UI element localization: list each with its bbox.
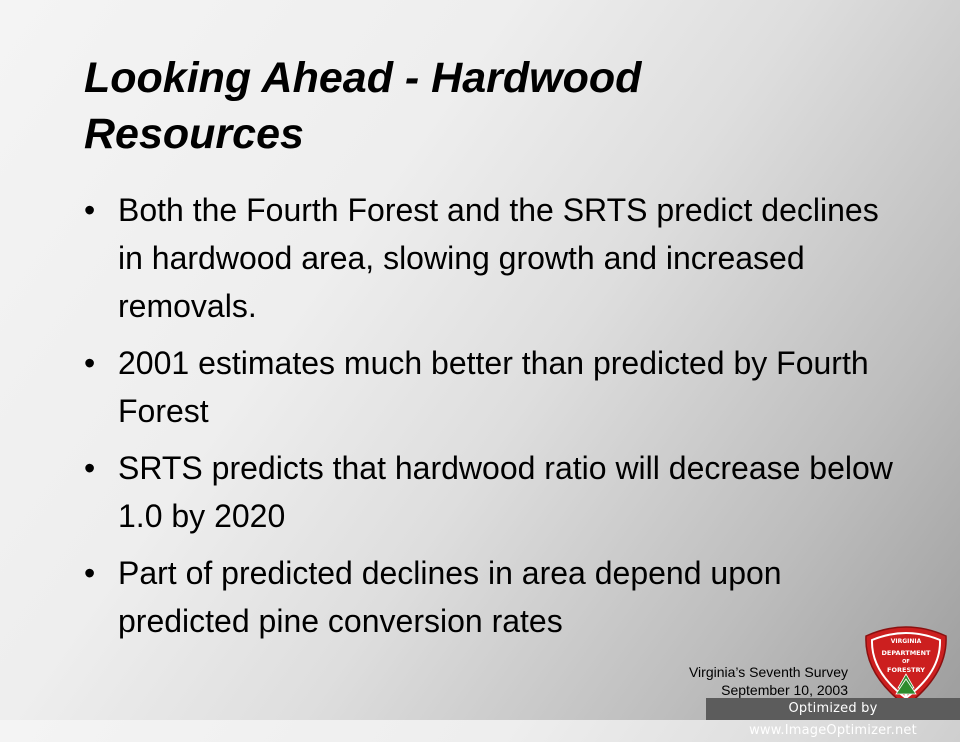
watermark-banner: Optimized by www.ImageOptimizer.net <box>706 698 960 738</box>
bullet-text: 2001 estimates much better than predicte… <box>118 345 869 429</box>
slide-title: Looking Ahead - Hardwood Resources <box>84 50 884 162</box>
slide-title-line-1: Looking Ahead - Hardwood <box>84 54 642 102</box>
bullet-item: • Part of predicted declines in area dep… <box>84 549 894 645</box>
logo-text-department: DEPARTMENT <box>882 649 932 657</box>
footer-date: September 10, 2003 <box>721 682 848 698</box>
department-of-forestry-logo: VIRGINIA DEPARTMENT OF FORESTRY <box>865 626 947 707</box>
footer-survey-name: Virginia’s Seventh Survey <box>688 664 848 680</box>
bullet-item: • SRTS predicts that hardwood ratio will… <box>84 444 894 540</box>
logo-shield-outer <box>865 626 947 707</box>
bullet-item: • Both the Fourth Forest and the SRTS pr… <box>84 186 894 330</box>
bullet-marker: • <box>84 555 96 591</box>
logo-text-of: OF <box>902 659 910 665</box>
bullet-text: Both the Fourth Forest and the SRTS pred… <box>118 192 879 324</box>
logo-shield-inner <box>870 632 942 700</box>
logo-text-virginia: VIRGINIA <box>891 638 922 645</box>
bullet-marker: • <box>84 192 96 228</box>
logo-text-forestry: FORESTRY <box>887 666 925 674</box>
bullet-text: SRTS predicts that hardwood ratio will d… <box>118 450 893 534</box>
slide: Looking Ahead - Hardwood Resources • Bot… <box>84 50 960 738</box>
bullet-marker: • <box>84 450 96 486</box>
bullet-marker: • <box>84 345 96 381</box>
bullet-text: Part of predicted declines in area depen… <box>118 555 782 639</box>
slide-title-line-2: Resources <box>84 110 304 158</box>
bullet-item: • 2001 estimates much better than predic… <box>84 339 894 435</box>
bullet-list: • Both the Fourth Forest and the SRTS pr… <box>84 186 894 654</box>
footer: Virginia’s Seventh Survey September 10, … <box>689 663 848 699</box>
tree-icon <box>895 673 917 699</box>
